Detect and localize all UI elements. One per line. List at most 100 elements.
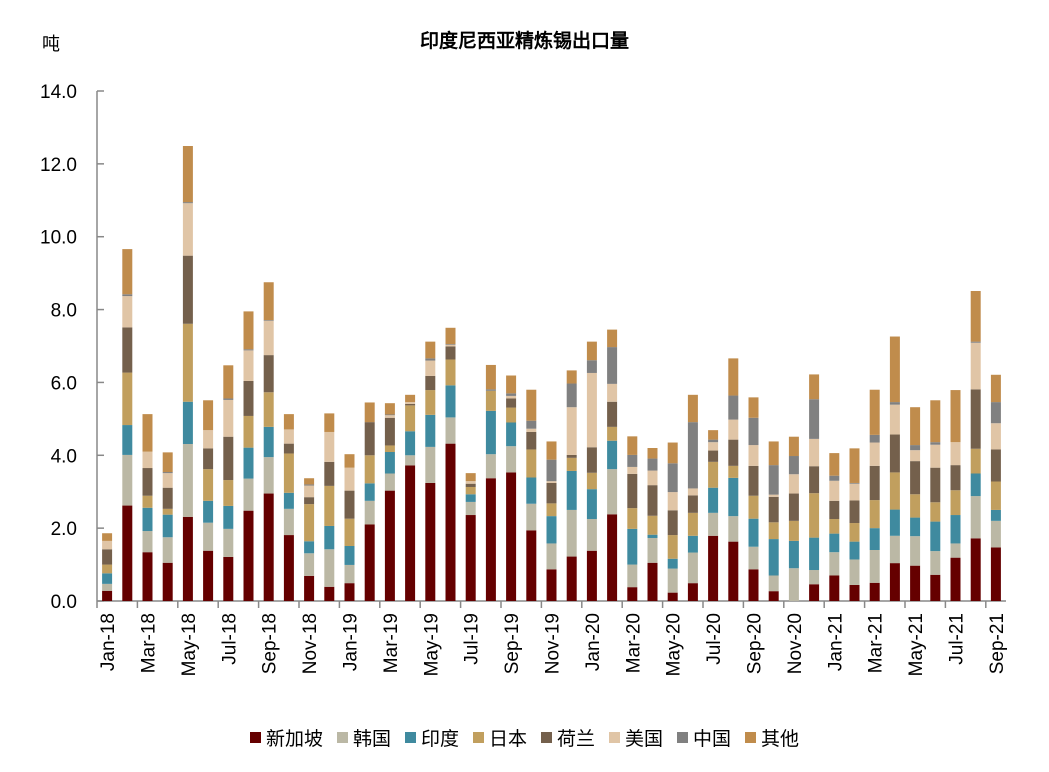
bar-segment-Mar-21-日本 [869,500,880,529]
legend-label: 美国 [625,728,664,750]
bar-segment-Apr-21-美国 [889,404,900,435]
bar-segment-Apr-19-日本 [405,405,416,432]
bar-segment-May-21-印度 [910,517,921,537]
bar-segment-Jul-21-日本 [950,490,961,516]
chart-title: 印度尼西亚精炼锡出口量 [419,30,629,52]
bar-segment-Jun-20-新加坡 [687,583,698,601]
bar-segment-Sep-19-韩国 [506,446,517,473]
bar-segment-Mar-21-韩国 [869,550,880,583]
bar-segment-Apr-21-中国 [889,402,900,405]
bar-segment-Nov-19-荷兰 [546,482,557,504]
x-tick-label: Jan-19 [341,613,362,671]
bar-segment-Oct-20-印度 [768,539,779,576]
bar-segment-Aug-21-韩国 [970,496,981,539]
bar-segment-Jun-18-荷兰 [203,448,214,470]
bar-segment-Apr-21-韩国 [889,535,900,564]
bar-segment-Mar-19-韩国 [384,473,395,491]
bar-segment-Mar-19-日本 [384,445,395,453]
bar-segment-Mar-18-其他 [142,414,153,452]
bar-segment-Jan-19-其他 [344,454,355,468]
bar-segment-Aug-19-新加坡 [485,478,496,601]
x-tick-label: Jul-18 [219,613,240,665]
bar-segment-Dec-20-日本 [809,493,820,538]
legend-swatch [677,732,689,743]
bar-segment-Jul-19-日本 [465,486,476,495]
bar-segment-Dec-19-新加坡 [566,556,577,601]
bar-segment-Jul-18-其他 [223,365,234,399]
bar-segment-Dec-20-荷兰 [809,466,820,494]
bar-segment-Aug-19-日本 [485,390,496,411]
bar-segment-Jul-21-新加坡 [950,557,961,601]
x-tick-label: Nov-20 [785,613,806,674]
legend-item: 中国 [677,724,731,751]
bar-segment-Jun-21-美国 [930,444,941,468]
bar-segment-Jan-18-其他 [102,533,113,541]
bar-segment-Oct-18-印度 [283,492,294,509]
legend-label: 其他 [761,728,800,750]
bar-segment-Jun-18-美国 [203,430,214,449]
y-tick-label: 2.0 [51,519,77,540]
bar-segment-Oct-19-印度 [526,477,537,504]
bar-segment-May-18-中国 [182,202,193,204]
bar-segment-Sep-19-美国 [506,395,517,399]
bar-segment-Oct-18-荷兰 [283,443,294,454]
bar-segment-Aug-18-印度 [243,447,254,479]
bar-segment-Jan-20-新加坡 [586,550,597,601]
legend-swatch [541,732,552,743]
bar-segment-Mar-18-日本 [142,495,153,508]
bar-segment-Jul-19-韩国 [465,501,476,516]
bar-segment-Mar-20-新加坡 [627,587,638,601]
bar-segment-Aug-20-中国 [728,395,739,420]
bar-segment-Jan-21-印度 [829,533,840,553]
bar-segment-May-21-日本 [910,494,921,518]
bar-segment-Jun-19-新加坡 [445,443,456,601]
bar-segment-Jan-19-韩国 [344,564,355,584]
bar-segment-Sep-19-印度 [506,422,517,447]
x-tick-label: Sep-18 [260,613,281,674]
y-tick-label: 6.0 [51,373,77,394]
bar-segment-Nov-18-美国 [304,485,315,498]
bar-segment-Jun-19-其他 [445,327,456,345]
bar-segment-Sep-19-荷兰 [506,398,517,408]
bar-segment-May-19-荷兰 [425,375,436,391]
bar-segment-Aug-18-韩国 [243,478,254,511]
y-tick-label: 14.0 [40,82,77,103]
bar-segment-Sep-18-其他 [263,282,274,321]
bar-segment-Dec-19-日本 [566,457,577,471]
bar-segment-Aug-20-其他 [728,358,739,396]
bar-segment-Mar-20-荷兰 [627,473,638,509]
bar-segment-Nov-20-印度 [788,540,799,569]
bar-segment-Jul-19-美国 [465,481,476,484]
bar-segment-Apr-18-中国 [162,472,173,474]
x-tick-label: Jan-21 [825,613,846,671]
y-axis-unit-label: 吨 [42,34,60,55]
bar-segment-Oct-19-韩国 [526,503,537,531]
bar-segment-Dec-19-美国 [566,407,577,455]
bar-segment-May-20-中国 [667,463,678,493]
y-tick-label: 4.0 [51,446,77,467]
bar-segment-Dec-19-中国 [566,383,577,408]
legend-swatch [336,732,348,743]
bar-segment-Feb-20-韩国 [607,469,618,515]
bar-segment-Oct-18-新加坡 [283,535,294,601]
bar-segment-Oct-18-日本 [283,453,294,493]
legend-label: 印度 [420,728,459,750]
bar-segment-May-18-其他 [182,146,193,203]
bar-segment-Jul-18-日本 [223,480,234,506]
bar-segment-Sep-18-新加坡 [263,493,274,601]
bar-segment-Jul-20-新加坡 [708,535,719,601]
bar-segment-Sep-21-中国 [990,402,1001,424]
bar-segment-Oct-20-中国 [768,465,779,495]
bar-segment-Mar-18-美国 [142,451,153,469]
bar-segment-Feb-21-日本 [849,523,860,542]
bar-segment-Mar-21-美国 [869,442,880,466]
bar-segment-Jul-21-印度 [950,515,961,544]
bar-segment-Jun-19-美国 [445,344,456,347]
bar-segment-Jan-20-韩国 [586,519,597,551]
bar-segment-Jul-20-中国 [708,439,719,443]
bar-segment-Jul-19-荷兰 [465,483,476,487]
bar-segment-Jul-19-其他 [465,473,476,482]
bar-segment-Nov-19-韩国 [546,543,557,570]
bar-segment-Aug-18-日本 [243,415,254,448]
bar-segment-Mar-21-新加坡 [869,582,880,601]
